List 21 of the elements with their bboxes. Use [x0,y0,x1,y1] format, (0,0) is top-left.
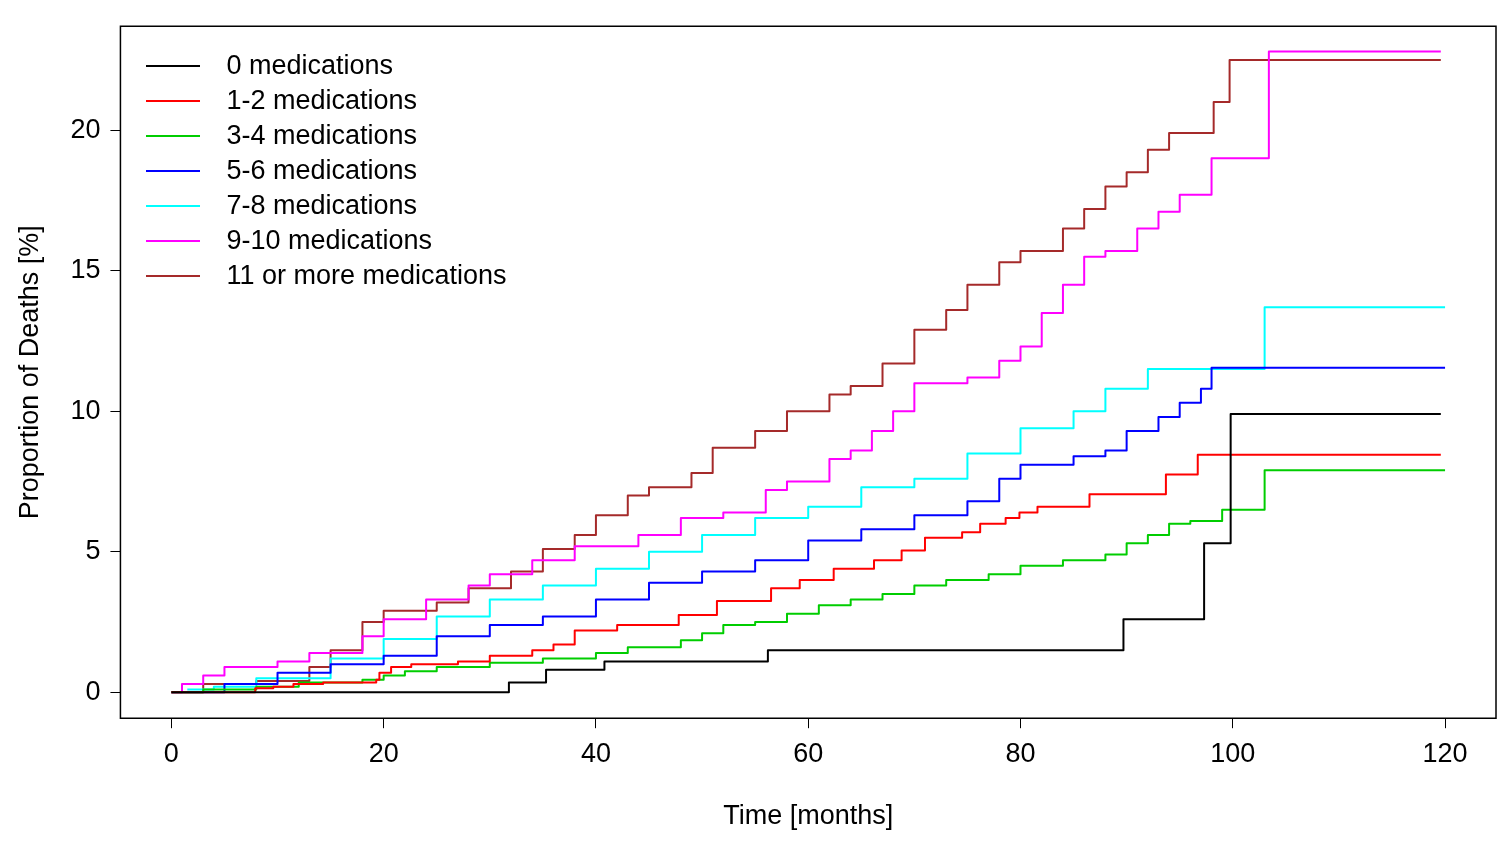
legend-label: 5-6 medications [226,155,418,187]
x-tick-label: 80 [1005,737,1036,768]
legend-label: 11 or more medications [226,260,507,292]
y-tick-label: 5 [85,535,101,566]
legend-label: 9-10 medications [226,225,433,257]
x-tick-label: 120 [1422,737,1468,768]
legend-label: 1-2 medications [226,85,418,117]
legend-label: 3-4 medications [226,120,418,152]
x-tick-label: 100 [1210,737,1256,768]
legend-label: 0 medications [226,50,394,82]
x-tick-label: 40 [580,737,611,768]
x-tick-label: 20 [368,737,399,768]
legend-label: 7-8 medications [226,190,418,222]
y-tick-label: 20 [70,113,101,144]
x-tick-label: 0 [163,737,179,768]
y-tick-label: 15 [70,254,101,285]
x-axis-title: Time [months] [723,800,894,831]
x-tick-label: 60 [793,737,824,768]
y-tick-label: 0 [85,675,101,706]
y-tick-label: 10 [70,394,101,425]
y-axis-title: Proportion of Deaths [%] [13,225,44,520]
